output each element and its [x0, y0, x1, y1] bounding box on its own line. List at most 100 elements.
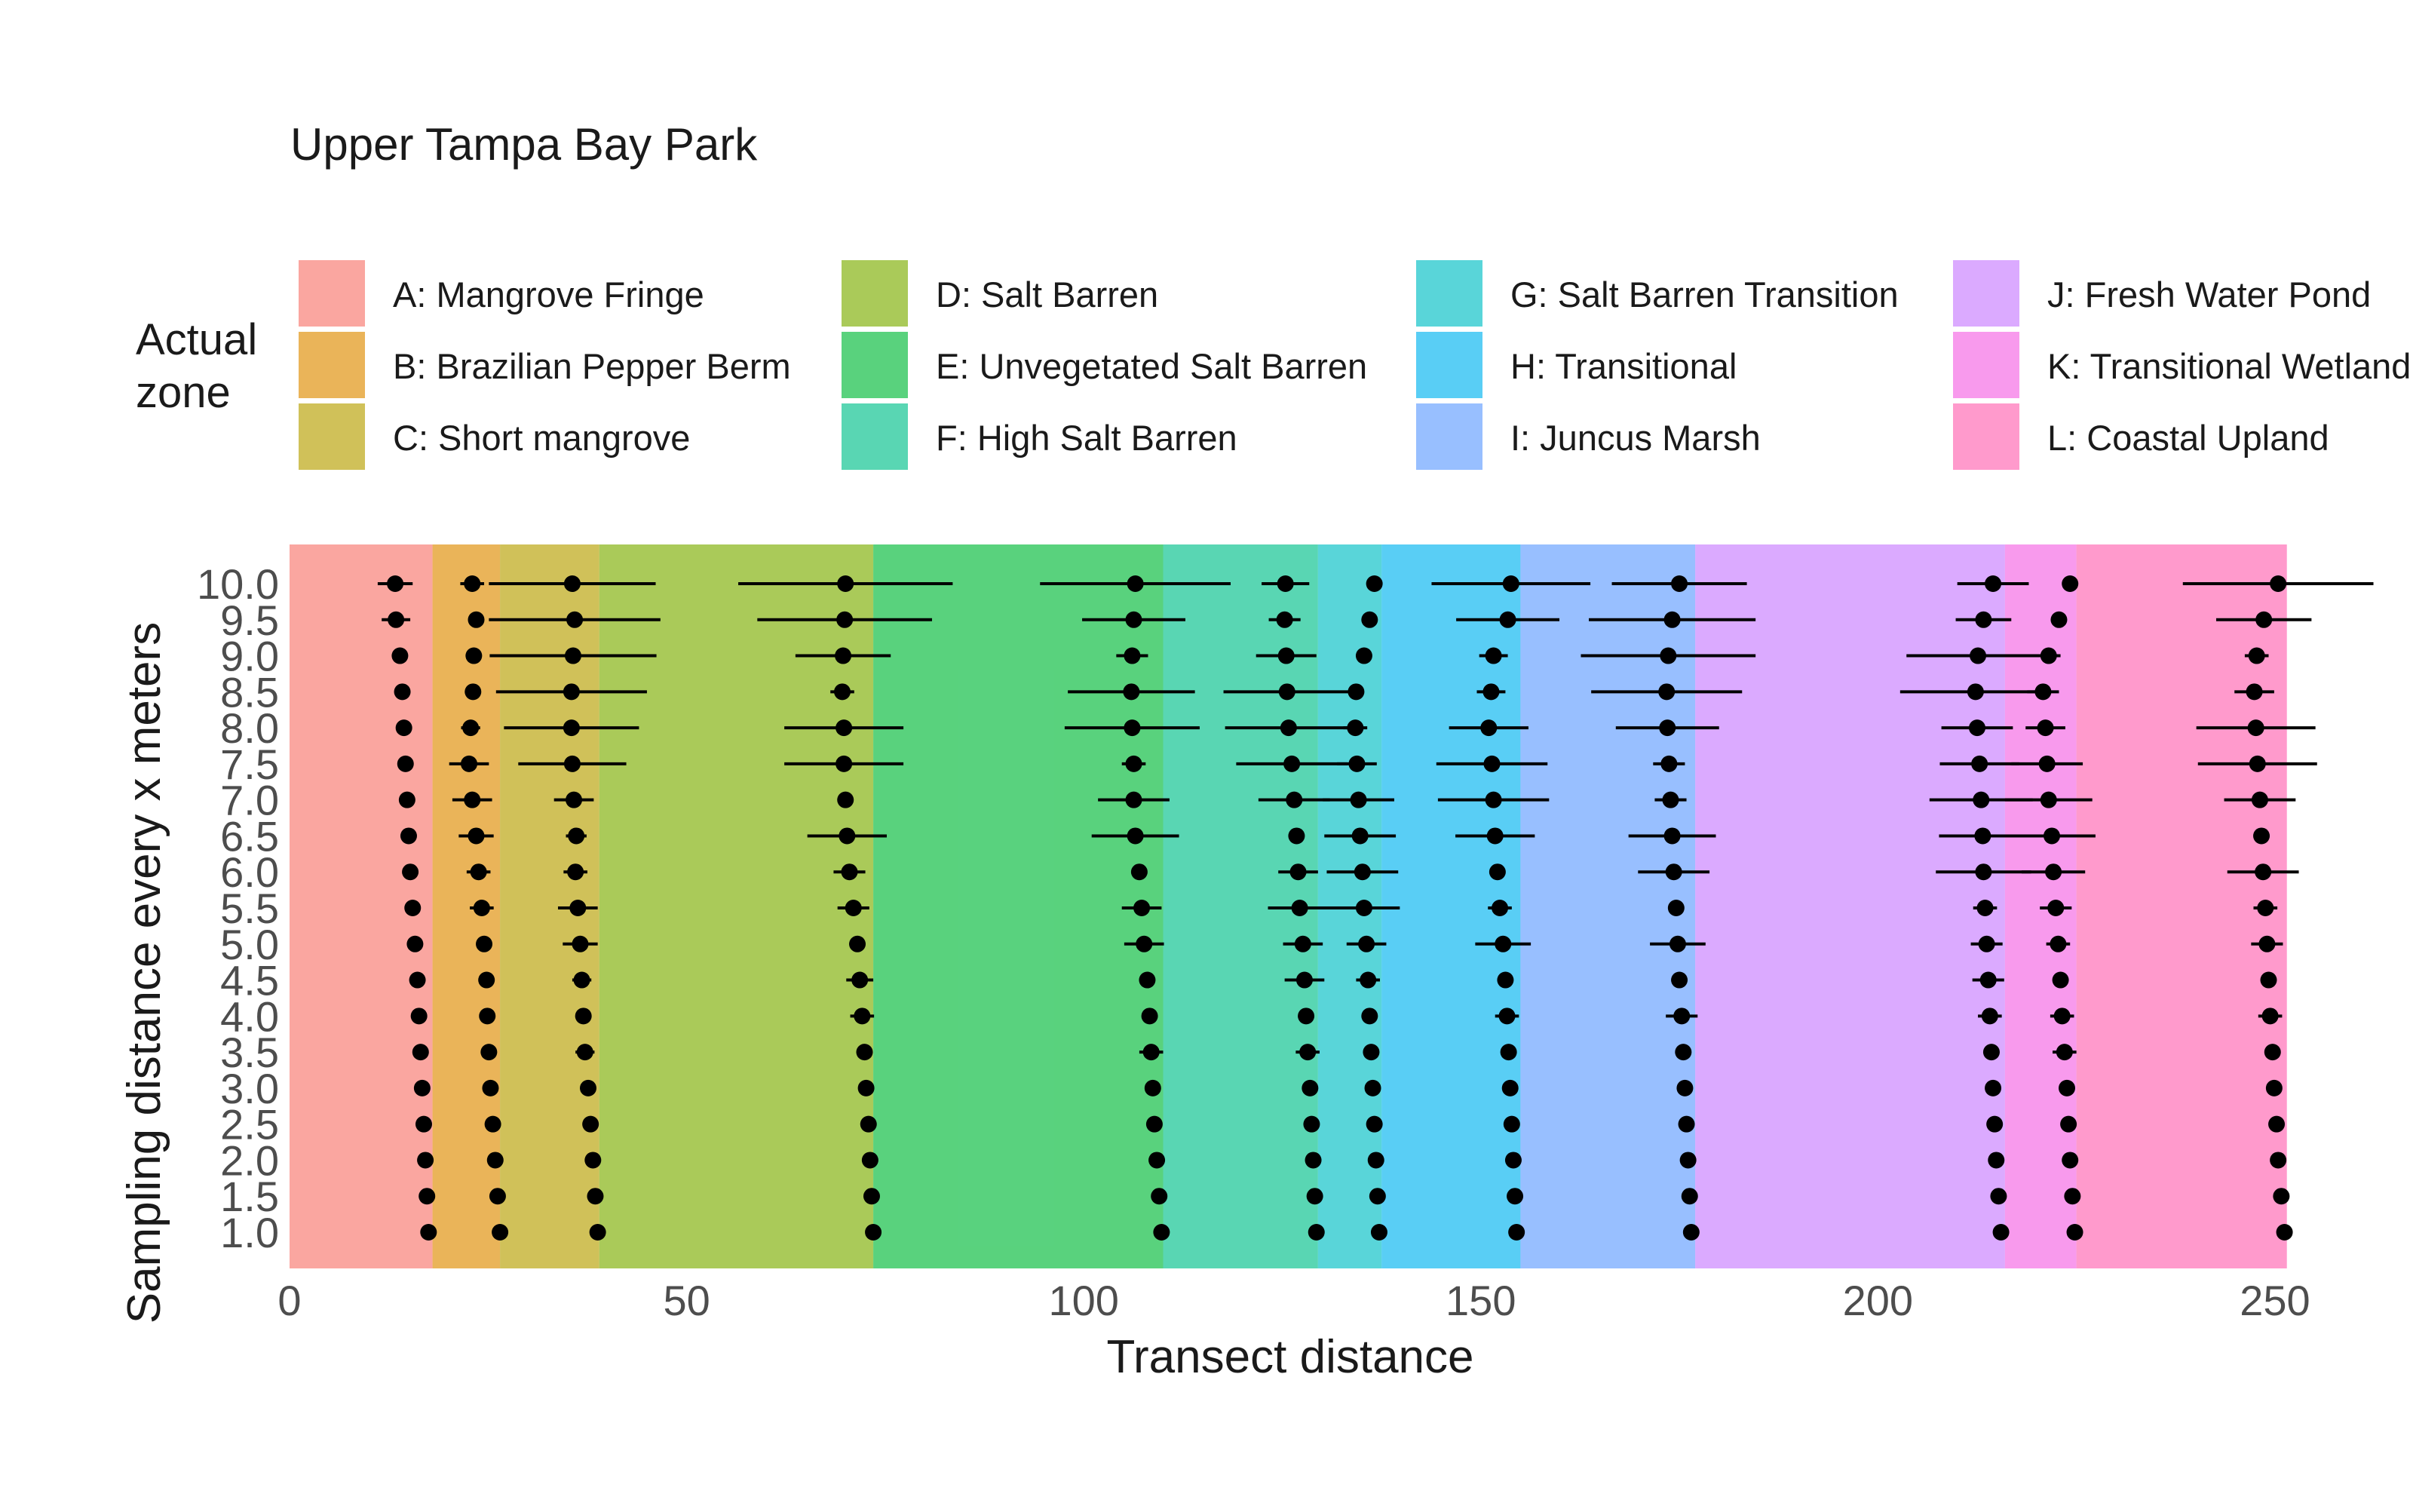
boundary-point	[1663, 611, 1681, 628]
legend-item: F: High Salt Barren	[842, 403, 1237, 470]
boundary-point	[1985, 1079, 2002, 1096]
boundary-point	[2034, 683, 2052, 701]
boundary-point	[573, 971, 590, 989]
boundary-point	[397, 755, 414, 772]
boundary-point	[1658, 683, 1676, 701]
boundary-point	[1485, 647, 1502, 664]
boundary-point	[1985, 575, 2002, 592]
boundary-point	[1142, 1044, 1160, 1061]
boundary-point	[582, 1115, 599, 1133]
boundary-point	[1480, 719, 1498, 737]
boundary-point	[1366, 1115, 1383, 1133]
boundary-point	[2255, 863, 2272, 881]
legend-item: B: Brazilian Pepper Berm	[299, 332, 791, 398]
boundary-point	[1662, 791, 1679, 808]
boundary-point	[865, 1224, 882, 1241]
boundary-point	[2047, 900, 2065, 916]
boundary-point	[2257, 900, 2274, 916]
boundary-point	[1483, 755, 1501, 772]
boundary-point	[462, 719, 480, 737]
boundary-point	[1507, 1188, 1524, 1205]
boundary-point	[572, 935, 589, 952]
boundary-point	[1153, 1224, 1170, 1241]
boundary-point	[1303, 1115, 1320, 1133]
x-axis-tick-labels: 0 50 100 150 200 250	[277, 1277, 2310, 1324]
boundary-point	[1360, 971, 1377, 989]
boundary-point	[563, 719, 580, 737]
boundary-point	[2045, 863, 2062, 881]
boundary-point	[420, 1224, 437, 1241]
x-tick-label: 150	[1446, 1277, 1516, 1324]
y-tick-label: 1.5	[220, 1173, 279, 1220]
boundary-point	[837, 791, 854, 808]
boundary-point	[1482, 683, 1500, 701]
legend-label: J: Fresh Water Pond	[2047, 274, 2371, 314]
boundary-point	[2052, 971, 2069, 989]
boundary-point	[1125, 791, 1142, 808]
boundary-point	[1367, 1152, 1384, 1169]
boundary-point	[2258, 935, 2276, 952]
boundary-point	[2050, 935, 2067, 952]
boundary-point	[492, 1224, 509, 1241]
boundary-point	[1500, 1044, 1517, 1061]
boundary-point	[2265, 1079, 2283, 1096]
legend-item: E: Unvegetated Salt Barren	[842, 332, 1367, 398]
boundary-point	[2056, 1044, 2073, 1061]
boundary-point	[839, 827, 856, 845]
boundary-point	[1124, 647, 1141, 664]
x-tick-label: 200	[1843, 1277, 1913, 1324]
boundary-point	[836, 755, 853, 772]
boundary-point	[566, 611, 584, 628]
boundary-point	[1306, 1188, 1323, 1205]
legend-swatch	[1953, 332, 2019, 398]
boundary-point	[2273, 1188, 2290, 1205]
boundary-point	[412, 1044, 429, 1061]
boundary-point	[1125, 611, 1142, 628]
legend-item: A: Mangrove Fringe	[299, 260, 704, 327]
boundary-point	[406, 935, 424, 952]
legend-swatch	[299, 332, 365, 398]
boundary-point	[2053, 1007, 2071, 1025]
boundary-point	[2264, 1044, 2281, 1061]
boundary-point	[1294, 935, 1311, 952]
boundary-point	[1355, 647, 1372, 664]
legend: A: Mangrove Fringe B: Brazilian Pepper Be…	[299, 260, 2411, 470]
boundary-point	[1354, 863, 1371, 881]
boundary-point	[1971, 755, 1988, 772]
boundary-point	[1986, 1115, 2004, 1133]
boundary-point	[409, 971, 426, 989]
boundary-point	[584, 1152, 602, 1169]
boundary-point	[489, 1188, 506, 1205]
boundary-point	[1278, 683, 1295, 701]
boundary-point	[1976, 900, 1994, 916]
boundary-point	[1351, 827, 1369, 845]
boundary-point	[1504, 1152, 1522, 1169]
boundary-point	[1503, 1115, 1520, 1133]
boundary-point	[482, 1079, 499, 1096]
boundary-point	[1663, 827, 1681, 845]
boundary-point	[841, 863, 858, 881]
boundary-point	[1308, 1224, 1325, 1241]
boundary-point	[1988, 1152, 2005, 1169]
y-tick-label: 5.5	[220, 885, 279, 932]
legend-label: K: Transitional Wetland	[2047, 346, 2411, 386]
boundary-point	[845, 900, 862, 916]
boundary-point	[1148, 1152, 1166, 1169]
boundary-point	[563, 683, 580, 701]
zone-band-l	[2076, 544, 2287, 1268]
boundary-point	[1127, 575, 1144, 592]
boundary-point	[1492, 900, 1509, 916]
boundary-point	[1289, 863, 1307, 881]
legend-label: A: Mangrove Fringe	[393, 274, 704, 314]
boundary-point	[2038, 755, 2056, 772]
boundary-point	[402, 863, 419, 881]
boundary-point	[1366, 575, 1383, 592]
boundary-point	[1295, 971, 1313, 989]
boundary-point	[464, 575, 481, 592]
boundary-point	[1968, 719, 1985, 737]
y-tick-label: 8.0	[220, 704, 279, 752]
boundary-point	[1123, 683, 1140, 701]
y-tick-label: 6.0	[220, 848, 279, 896]
